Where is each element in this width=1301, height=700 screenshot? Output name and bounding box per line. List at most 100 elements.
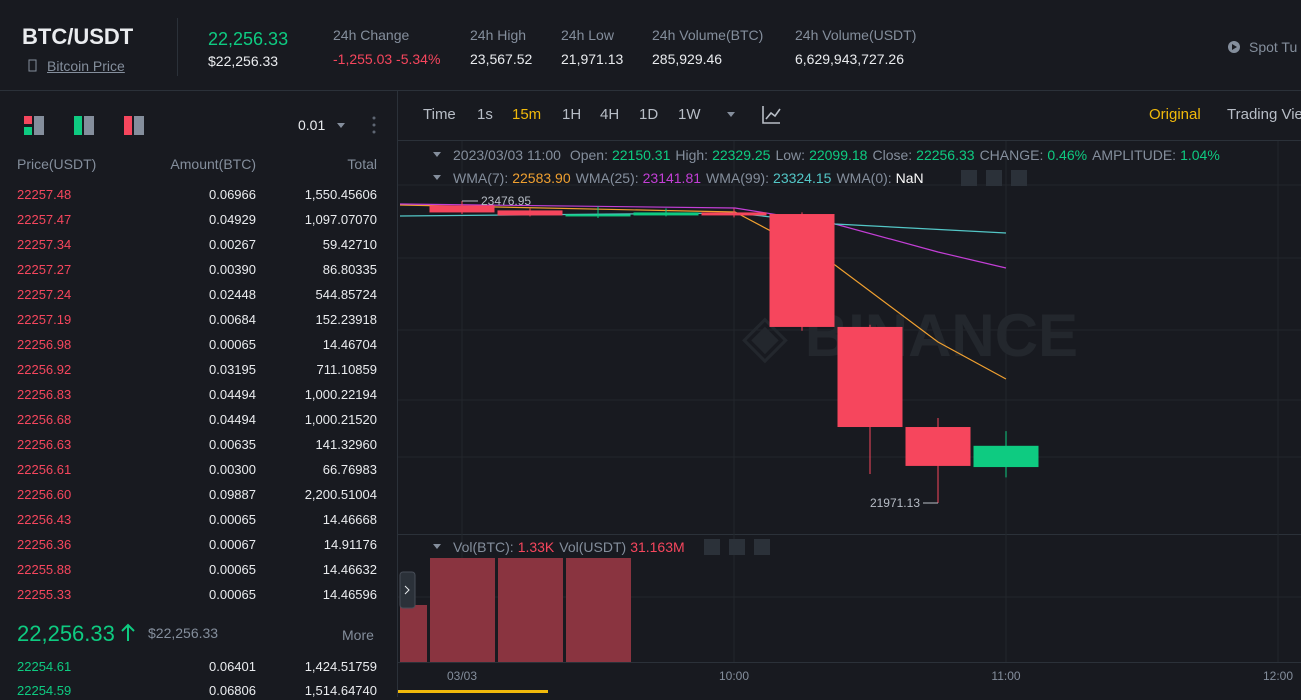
total: 86.80335 xyxy=(322,262,377,277)
legend-toggles xyxy=(433,152,441,549)
legend-label: CHANGE: xyxy=(979,147,1044,163)
column-header: Price(USDT) xyxy=(17,156,97,172)
legend-buttons[interactable] xyxy=(704,170,1027,555)
price: 22256.98 xyxy=(17,337,72,352)
header-bg xyxy=(0,0,1301,90)
amount: 0.00065 xyxy=(209,562,256,577)
total: 14.46704 xyxy=(322,337,377,352)
x-axis-label: 10:00 xyxy=(718,669,750,683)
pair: BTC/USDT xyxy=(22,24,134,49)
amount: 0.00300 xyxy=(209,462,256,477)
volume-label: Vol(USDT) xyxy=(559,539,627,555)
total: 14.46596 xyxy=(322,587,377,602)
interval-tab[interactable]: 1W xyxy=(678,106,701,123)
price: 22257.34 xyxy=(17,237,72,252)
interval-tab[interactable]: 4H xyxy=(600,106,620,123)
candle-body xyxy=(565,214,631,217)
stat-value: -1,255.03 -5.34% xyxy=(333,51,441,67)
total: 544.85724 xyxy=(315,287,377,302)
legend-label: Close: xyxy=(872,147,913,163)
dropdown-icon[interactable] xyxy=(727,112,735,117)
interval-tab[interactable]: 1D xyxy=(639,106,659,123)
indicator-icon[interactable] xyxy=(762,106,781,124)
wma-legend: WMA(7): 22583.90 WMA(25): 23141.81 WMA(99): 2… xyxy=(453,169,929,187)
mid-price-usd: $22,256.33 xyxy=(148,625,219,641)
price: 22257.47 xyxy=(17,212,72,227)
x-axis-label: 12:00 xyxy=(1262,669,1294,683)
wma-value: 23141.81 xyxy=(642,170,702,186)
total: 141.32960 xyxy=(315,437,377,452)
amount: 0.00067 xyxy=(209,537,256,552)
amount: 0.04929 xyxy=(209,212,256,227)
candle-body xyxy=(973,445,1039,468)
total: 711.10859 xyxy=(316,362,378,377)
amount: 0.09887 xyxy=(209,487,256,502)
candle-body xyxy=(837,326,903,428)
amount: 0.00065 xyxy=(209,587,256,602)
price: 22256.60 xyxy=(17,487,72,502)
volume-legend: Vol(BTC): 1.33K Vol(USDT) 31.163M xyxy=(453,538,690,556)
volume-label: Vol(BTC): xyxy=(453,539,514,555)
interval-tab[interactable]: 15m xyxy=(512,106,542,123)
price: 22257.24 xyxy=(17,287,72,302)
interval-tab[interactable]: 1H xyxy=(562,106,582,123)
price: 22256.63 xyxy=(17,437,72,452)
price: 22256.43 xyxy=(17,512,72,527)
subtitle[interactable]: Bitcoin Price xyxy=(47,58,125,74)
stat-label: 24h High xyxy=(470,27,527,43)
amount: 0.04494 xyxy=(209,412,256,427)
last-price-usd: $22,256.33 xyxy=(208,53,279,69)
legend-value: 22329.25 xyxy=(712,147,771,163)
stat-label: 24h Volume(USDT) xyxy=(795,27,917,43)
total: 66.76983 xyxy=(322,462,377,477)
icon xyxy=(404,585,410,595)
stat-value: 21,971.13 xyxy=(561,51,624,67)
legend-value: 22099.18 xyxy=(809,147,868,163)
legend-value: 22150.31 xyxy=(611,147,671,163)
amount: 0.06806 xyxy=(209,683,256,698)
amount: 0.03195 xyxy=(209,362,256,377)
interval-tab[interactable]: 1s xyxy=(477,106,493,123)
last-price: 22,256.33 xyxy=(208,29,289,49)
dropdown-icon[interactable] xyxy=(337,123,345,128)
collapse-button[interactable] xyxy=(399,571,416,609)
stat-label: 24h Volume(BTC) xyxy=(652,27,764,43)
more-icon[interactable] xyxy=(372,116,376,134)
price: 22257.19 xyxy=(17,312,72,327)
more-link[interactable]: More xyxy=(342,627,374,643)
x-axis-label: 11:00 xyxy=(991,669,1021,683)
wma-label: WMA(0): xyxy=(836,170,892,186)
wma-label: WMA(25): xyxy=(575,170,639,186)
column-header: Total xyxy=(347,156,377,172)
price: 22256.68 xyxy=(17,412,72,427)
legend-value: 1.04% xyxy=(1180,147,1220,163)
wma-value: 23324.15 xyxy=(773,170,832,186)
price: 22256.92 xyxy=(17,362,72,377)
amount: 0.06401 xyxy=(209,659,256,674)
view-tab[interactable]: Trading Vie xyxy=(1227,106,1301,123)
price: 22255.33 xyxy=(17,587,72,602)
candle-body xyxy=(701,212,767,216)
wma-label: WMA(7): xyxy=(453,170,509,186)
tick-size[interactable]: 0.01 xyxy=(298,117,326,133)
total: 14.91176 xyxy=(323,537,377,552)
view-tab[interactable]: Original xyxy=(1149,106,1201,123)
total: 2,200.51004 xyxy=(304,487,377,502)
price: 22256.83 xyxy=(17,387,72,402)
amount: 0.00635 xyxy=(209,437,256,452)
amount: 0.06966 xyxy=(209,187,256,202)
amount: 0.00065 xyxy=(209,337,256,352)
amount: 0.00267 xyxy=(209,237,256,252)
tutorial-link[interactable]: Spot Tu xyxy=(1249,39,1298,55)
price: 22254.61 xyxy=(17,659,72,674)
candle-body xyxy=(905,427,971,466)
column-header: Amount(BTC) xyxy=(170,156,256,172)
high-label: 23476.95 xyxy=(481,194,532,208)
low-label: 21971.13 xyxy=(869,496,920,510)
candle-body xyxy=(497,210,563,216)
wma-label: WMA(99): xyxy=(706,170,770,186)
interval-tab[interactable]: Time xyxy=(423,106,456,123)
amount: 0.02448 xyxy=(209,287,256,302)
total: 1,097.07070 xyxy=(304,212,377,227)
